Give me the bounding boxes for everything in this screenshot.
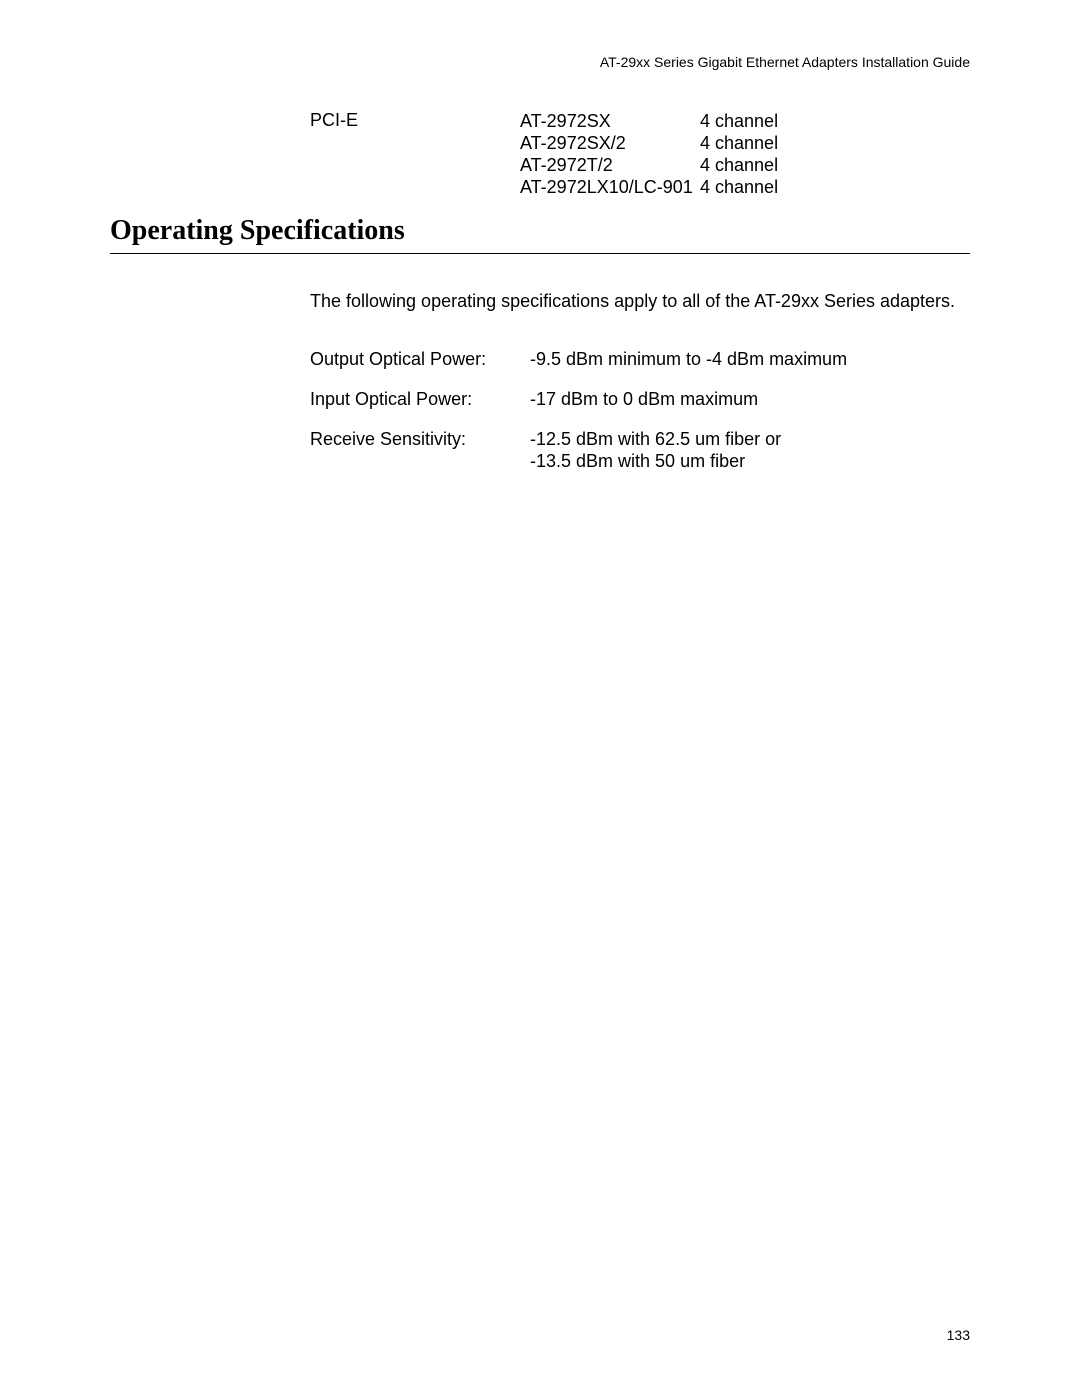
- spec-value: -9.5 dBm minimum to -4 dBm maximum: [530, 348, 950, 370]
- pcie-model: AT-2972T/2: [520, 154, 700, 176]
- pcie-model: AT-2972SX: [520, 110, 700, 132]
- pcie-model: AT-2972SX/2: [520, 132, 700, 154]
- pcie-channel: 4 channel: [700, 154, 800, 176]
- pcie-table: AT-2972SX 4 channel AT-2972SX/2 4 channe…: [520, 110, 800, 198]
- table-row: AT-2972LX10/LC-901 4 channel: [520, 176, 800, 198]
- specs-table: Output Optical Power: -9.5 dBm minimum t…: [310, 348, 950, 472]
- table-row: AT-2972T/2 4 channel: [520, 154, 800, 176]
- spec-label: Input Optical Power:: [310, 388, 530, 410]
- pcie-channel: 4 channel: [700, 110, 800, 132]
- table-row: Receive Sensitivity: -12.5 dBm with 62.5…: [310, 428, 950, 472]
- table-row: Output Optical Power: -9.5 dBm minimum t…: [310, 348, 950, 370]
- pcie-channel: 4 channel: [700, 132, 800, 154]
- spec-value: -17 dBm to 0 dBm maximum: [530, 388, 950, 410]
- pcie-channel: 4 channel: [700, 176, 800, 198]
- pcie-label: PCI-E: [310, 110, 520, 198]
- pcie-section: PCI-E AT-2972SX 4 channel AT-2972SX/2 4 …: [310, 110, 800, 198]
- section-intro: The following operating specifications a…: [310, 290, 970, 312]
- header-guide-title: AT-29xx Series Gigabit Ethernet Adapters…: [600, 54, 970, 70]
- page-number: 133: [947, 1327, 970, 1343]
- table-row: AT-2972SX/2 4 channel: [520, 132, 800, 154]
- table-row: AT-2972SX 4 channel: [520, 110, 800, 132]
- section-heading: Operating Specifications: [110, 215, 970, 254]
- table-row: Input Optical Power: -17 dBm to 0 dBm ma…: [310, 388, 950, 410]
- spec-label: Receive Sensitivity:: [310, 428, 530, 472]
- pcie-model: AT-2972LX10/LC-901: [520, 176, 700, 198]
- spec-value: -12.5 dBm with 62.5 um fiber or -13.5 dB…: [530, 428, 950, 472]
- spec-label: Output Optical Power:: [310, 348, 530, 370]
